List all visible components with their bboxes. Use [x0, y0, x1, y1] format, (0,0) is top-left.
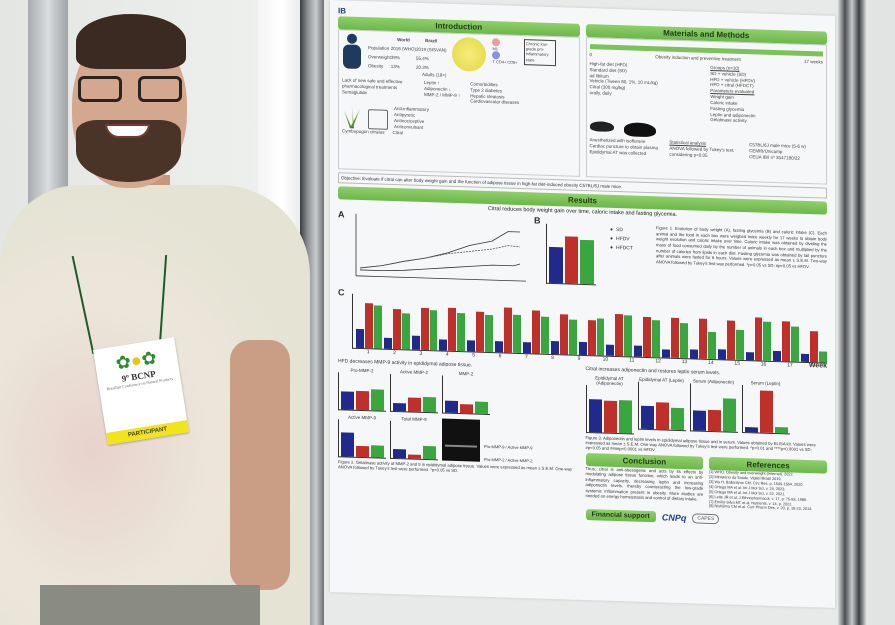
references-list: [1] WHO. Obesity and overweight (Interne… [709, 469, 813, 512]
scientific-poster: IB Introduction World Brazil Population 20… [330, 0, 835, 608]
mouse-illustration [589, 121, 614, 133]
inflammation-box: Chronic low-grade pro-inflammatory state [523, 39, 556, 67]
obese-mouse-illustration [623, 122, 656, 138]
smile [105, 124, 150, 138]
svg-text:A: A [338, 209, 345, 219]
conclusion-text: Thus, citral is anti-obesogenic and acts… [585, 466, 704, 502]
chart-legend: SD HFDV HFDCT [610, 218, 650, 295]
chart-glycemia: B [534, 215, 604, 293]
glasses-icon [78, 76, 182, 104]
figure1-caption: Figure 1. Evolution of body weight (A), … [656, 225, 827, 270]
institution-logo: IB [338, 5, 346, 16]
mmp-results: HFD decreases MMP-9 activity in epididym… [338, 358, 580, 520]
lemongrass-plant-icon [342, 106, 362, 129]
gel-zymography-image [442, 418, 480, 462]
methods-section: Materials and Methods 0 Obesity inductio… [585, 24, 827, 185]
hair [76, 14, 186, 69]
person-photo: ✿●✿ 9º BCNP Brazilian Conference on Natu… [0, 0, 320, 625]
chart-caloric-intake: C 1 2 3 4 5 6 7 8 9 10 11 12 13 14 15 16 17 Week [338, 287, 828, 370]
sponsors-row: Financial support CNPq CAPES [585, 509, 828, 528]
obesity-stats-table: World Brazil Population 2016 (WHO) 2019 (SI… [368, 36, 447, 70]
pants [40, 585, 260, 625]
person-silhouette-icon [342, 33, 362, 70]
adipose-tissue-illustration [452, 36, 487, 72]
right-arm [230, 340, 290, 590]
cnpq-logo: CNPq [661, 512, 687, 524]
chart-body-weight: A [338, 209, 528, 291]
capes-logo: CAPES [692, 513, 720, 525]
introduction-section: Introduction World Brazil Population 2016 … [338, 16, 580, 177]
board-frame-right [838, 0, 866, 625]
body-weight-line-chart: A [338, 209, 526, 282]
conference-badge: ✿●✿ 9º BCNP Brazilian Conference on Natu… [92, 337, 190, 445]
financial-support-label: Financial support [585, 509, 656, 523]
background-wall-right [866, 0, 895, 625]
adipokine-results: Citral increases adiponectin and restore… [585, 366, 828, 528]
immune-cells-illustration: M1 T CD4+ CD8+ [492, 38, 518, 75]
citral-structure-icon [368, 108, 388, 130]
